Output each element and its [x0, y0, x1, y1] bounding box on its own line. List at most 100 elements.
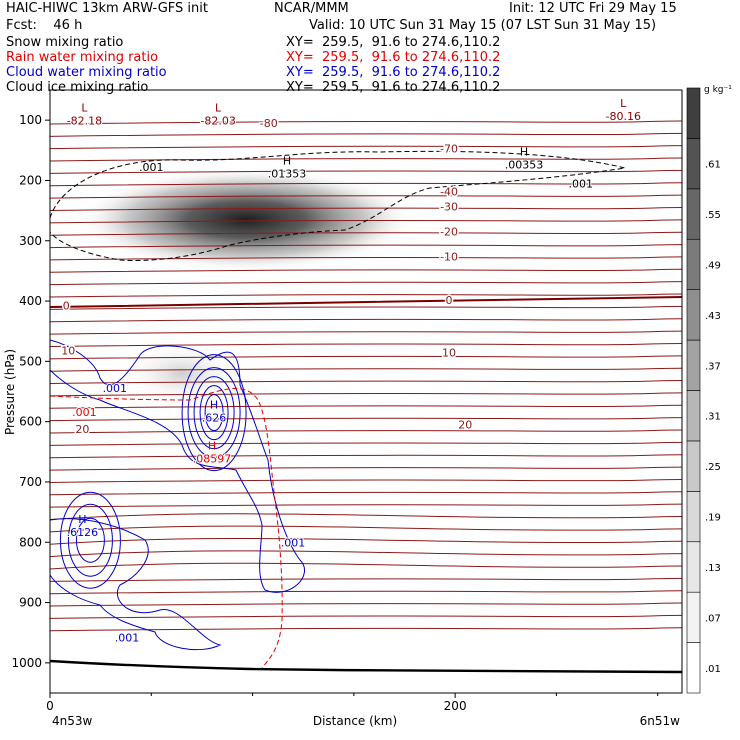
colorbar-swatch [686, 591, 701, 643]
colorbar-label: .43 [705, 311, 721, 322]
isotherm-line [50, 305, 682, 310]
snow-max-mid [121, 341, 242, 406]
cloud-water-contour [199, 385, 229, 441]
extremum-value: -82.18 [67, 114, 102, 127]
y-tick-label: 800 [19, 535, 42, 549]
colorbar-label: .25 [705, 462, 721, 473]
x-right-endpoint: 6n51w [640, 714, 681, 728]
y-tick-label: 100 [19, 113, 42, 127]
colorbar-swatch [686, 188, 701, 240]
isotherm-line [50, 281, 682, 286]
y-tick-label: 300 [19, 234, 42, 248]
extremum-marker: L [81, 101, 88, 114]
org-label: NCAR/MMM [274, 1, 349, 16]
colorbar-unit: g kg⁻¹ [704, 85, 732, 95]
colorbar: .01 .07 .13 .19 .25 .31 .37 .43 .49 .55 .61 g kg⁻¹ [686, 85, 732, 694]
y-tick-label: 200 [19, 173, 42, 187]
y-tick-label: 500 [19, 354, 42, 368]
plot-area [50, 120, 682, 674]
colorbar-label: .07 [705, 613, 721, 624]
field-snow-xy: XY= 259.5, 91.6 to 274.6,110.2 [286, 35, 501, 50]
isotherm-line [50, 513, 682, 521]
isotherm-line [50, 318, 682, 323]
y-tick-label: 400 [19, 294, 42, 308]
isotherm-line [50, 562, 682, 570]
x-tick-label: 0 [46, 699, 54, 713]
y-tick-label: 700 [19, 475, 42, 489]
isotherm-line [50, 491, 682, 496]
model-title: HAIC-HIWC 13km ARW-GFS init [6, 1, 208, 16]
colorbar-label: .13 [705, 563, 721, 574]
extremum-value: .6126 [67, 526, 99, 539]
isotherm-label: -30 [440, 200, 458, 213]
isotherm-line [50, 392, 682, 397]
colorbar-label: .01 [705, 664, 721, 675]
extremum-marker: L [215, 101, 222, 114]
cloud-water-outer-contour-lower [50, 518, 222, 651]
isotherm-label: 10 [442, 346, 456, 359]
isotherm-line [50, 256, 682, 261]
isotherm-line [50, 380, 682, 385]
isotherm-line [50, 182, 682, 187]
cloud-water-outer-contour [50, 339, 306, 593]
colorbar-swatch [686, 87, 701, 139]
isotherm-line [50, 132, 682, 137]
plot-frame [49, 89, 683, 694]
extremum-marker: H [210, 399, 218, 412]
freezing-level-line [50, 296, 682, 309]
forecast-label: Fcst: 46 h [6, 18, 83, 33]
isotherm-line [50, 503, 682, 508]
field-rain-name: Rain water mixing ratio [6, 50, 159, 65]
colorbar-swatch [686, 390, 701, 442]
contour-label: .001 [281, 536, 306, 549]
field-cloudice-name: Cloud ice mixing ratio [6, 80, 149, 95]
field-rain-xy: XY= 259.5, 91.6 to 274.6,110.2 [286, 50, 501, 65]
colorbar-swatch [686, 289, 701, 341]
colorbar-swatch [686, 642, 701, 694]
contour-label: .001 [72, 406, 97, 419]
chart-labels: -80-70-40-30-20-100010102020L-82.18L-82.… [60, 97, 642, 645]
x-axis-title: Distance (km) [313, 714, 397, 728]
extremum-marker: H [283, 154, 291, 167]
cloud-water-contour [181, 354, 247, 472]
isotherm-line [50, 404, 682, 409]
extremum-marker: H [208, 440, 216, 453]
isotherm-line [50, 577, 682, 582]
isotherm-line [50, 614, 682, 619]
isotherm-line [50, 330, 682, 335]
extremum-value: .01353 [268, 167, 307, 180]
isotherm-line [50, 602, 682, 607]
mixing-ratio-contours [50, 150, 626, 669]
isotherm-line [50, 268, 682, 273]
y-tick-label: 600 [19, 415, 42, 429]
isotherm-label: -10 [440, 250, 458, 263]
isotherm-line [50, 231, 682, 236]
isotherm-line [50, 429, 682, 434]
isotherm-line [50, 525, 682, 533]
extremum-value: -82.03 [200, 114, 235, 127]
colorbar-swatch [686, 440, 701, 492]
colorbar-label: .55 [705, 210, 721, 221]
x-left-endpoint: 4n53w [52, 714, 93, 728]
colorbar-label: .19 [705, 513, 721, 524]
isotherm-line [50, 454, 682, 459]
isotherm-label: 10 [61, 344, 75, 357]
colorbar-label: .61 [705, 160, 721, 171]
cloud-water-contour-lower [67, 503, 113, 577]
valid-label: Valid: 10 UTC Sun 31 May 15 (07 LST Sun … [309, 18, 657, 33]
field-snow-name: Snow mixing ratio [6, 35, 124, 50]
isotherm-line [50, 293, 682, 298]
extremum-value: .08597 [193, 453, 232, 466]
contour-label: .001 [103, 382, 128, 395]
contour-label: .001 [568, 177, 593, 190]
cloud-water-contour-lower [59, 491, 121, 589]
isotherm-line [50, 244, 682, 249]
isotherm-label: 0 [63, 299, 70, 312]
isotherm-label: 0 [446, 294, 453, 307]
extremum-value: -80.16 [606, 110, 641, 123]
colorbar-swatch [686, 238, 701, 290]
extremum-value: .00353 [505, 158, 544, 171]
cloud-water-contour-lower [75, 517, 105, 563]
